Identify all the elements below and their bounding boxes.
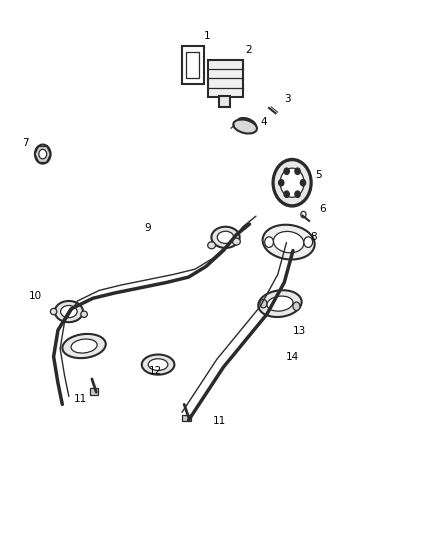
Ellipse shape <box>273 231 304 253</box>
Ellipse shape <box>258 290 302 317</box>
Text: 6: 6 <box>319 204 325 214</box>
Ellipse shape <box>60 305 77 318</box>
Text: 2: 2 <box>245 45 252 55</box>
Text: 1: 1 <box>204 31 210 41</box>
Bar <box>186 52 199 78</box>
Text: 11: 11 <box>74 394 87 404</box>
Ellipse shape <box>71 339 97 353</box>
Ellipse shape <box>233 238 240 245</box>
Circle shape <box>295 191 300 197</box>
Ellipse shape <box>267 296 293 311</box>
Bar <box>182 415 191 421</box>
Circle shape <box>39 149 47 159</box>
Ellipse shape <box>217 231 234 244</box>
Text: 10: 10 <box>29 290 42 301</box>
Ellipse shape <box>280 168 304 197</box>
Circle shape <box>295 168 300 174</box>
Ellipse shape <box>50 309 57 315</box>
Text: 9: 9 <box>144 223 151 233</box>
Text: 14: 14 <box>286 352 299 361</box>
Ellipse shape <box>274 160 311 205</box>
Circle shape <box>35 144 50 164</box>
Ellipse shape <box>212 227 240 248</box>
Ellipse shape <box>81 311 87 317</box>
Text: 11: 11 <box>213 416 226 426</box>
Circle shape <box>304 237 313 247</box>
Ellipse shape <box>233 119 257 134</box>
Text: 12: 12 <box>149 367 162 376</box>
Ellipse shape <box>62 334 106 358</box>
Bar <box>182 46 204 84</box>
Circle shape <box>293 302 300 311</box>
Circle shape <box>284 191 289 197</box>
Text: 4: 4 <box>260 117 267 127</box>
Text: 5: 5 <box>315 171 321 180</box>
Circle shape <box>300 180 306 186</box>
Ellipse shape <box>208 242 215 249</box>
Ellipse shape <box>263 225 314 260</box>
Text: 7: 7 <box>22 139 28 149</box>
Bar <box>90 389 99 395</box>
Ellipse shape <box>55 301 83 322</box>
Circle shape <box>279 180 284 186</box>
Circle shape <box>284 168 289 174</box>
Circle shape <box>260 300 267 308</box>
Text: 8: 8 <box>311 232 317 242</box>
Text: 3: 3 <box>284 94 291 104</box>
Ellipse shape <box>148 359 168 370</box>
Ellipse shape <box>142 354 174 375</box>
Bar <box>208 60 243 97</box>
Ellipse shape <box>237 118 256 131</box>
Bar <box>219 96 230 108</box>
Text: 13: 13 <box>293 326 306 336</box>
Circle shape <box>265 237 273 247</box>
